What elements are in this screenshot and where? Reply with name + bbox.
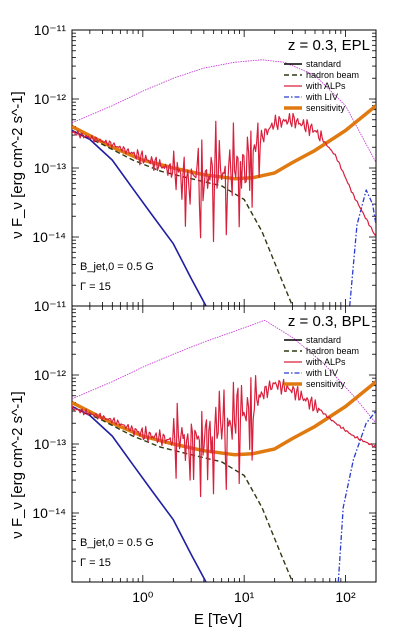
series-line-sensitivity bbox=[72, 380, 376, 457]
y-tick-label: 10⁻¹⁴ bbox=[32, 505, 66, 521]
legend-label: hadron beam bbox=[306, 70, 359, 80]
y-tick-label: 10⁻¹³ bbox=[34, 436, 67, 452]
series-line-with-liv bbox=[337, 410, 376, 582]
panel-label: z = 0.3, EPL bbox=[288, 37, 370, 54]
series-line-sensitivity bbox=[72, 104, 376, 181]
legend-label: hadron beam bbox=[306, 346, 359, 356]
series-line-intrinsic bbox=[72, 319, 376, 424]
series-line-hadron-beam bbox=[72, 405, 294, 582]
y-tick-label: 10⁻¹² bbox=[34, 91, 67, 107]
series-line-with-alps bbox=[72, 375, 376, 498]
panel-epl: 10⁻¹¹ 10⁻¹² 10⁻¹³ 10⁻¹⁴ z = 0.3, EPL standard… bbox=[32, 22, 377, 307]
y-tick-label: 10⁻¹³ bbox=[34, 160, 67, 176]
y-tick-label: 10⁻¹⁴ bbox=[32, 229, 66, 245]
param-annotation: B_jet,0 = 0.5 G bbox=[80, 537, 154, 549]
panel-label: z = 0.3, BPL bbox=[288, 313, 370, 330]
x-axis-label: E [TeV] bbox=[194, 611, 242, 628]
series-line-hadron-beam bbox=[72, 129, 294, 306]
series-line-with-liv bbox=[349, 189, 376, 306]
y-axis-label-top: ν F_ν [erg cm^-2 s^-1] bbox=[9, 91, 26, 238]
param-annotation: B_jet,0 = 0.5 G bbox=[80, 261, 154, 273]
legend-label: with ALPs bbox=[305, 81, 346, 91]
x-tick-label: 10⁰ bbox=[132, 589, 154, 605]
series-line-intrinsic bbox=[72, 59, 376, 163]
gamma-annotation: Γ = 15 bbox=[80, 281, 111, 293]
legend-label: standard bbox=[306, 59, 341, 69]
series-line-standard bbox=[72, 129, 207, 306]
series-line-standard bbox=[72, 405, 207, 582]
series-line-with-alps bbox=[72, 112, 376, 243]
y-tick-label: 10⁻¹² bbox=[34, 367, 67, 383]
panel-bpl: 10⁻¹¹ 10⁻¹² 10⁻¹³ 10⁻¹⁴ 10⁰ 10¹ 10² z = 0.3, BP… bbox=[32, 298, 377, 605]
legend-label: sensitivity bbox=[306, 103, 346, 113]
y-tick-label: 10⁻¹¹ bbox=[34, 22, 67, 38]
legend-label: sensitivity bbox=[306, 379, 346, 389]
y-axis-label-bottom: ν F_ν [erg cm^-2 s^-1] bbox=[9, 391, 26, 538]
legend-label: with LIV bbox=[305, 92, 338, 102]
x-tick-label: 10² bbox=[335, 589, 356, 605]
gamma-annotation: Γ = 15 bbox=[80, 557, 111, 569]
legend-label: standard bbox=[306, 335, 341, 345]
y-tick-label: 10⁻¹¹ bbox=[34, 298, 67, 314]
legend-label: with LIV bbox=[305, 368, 338, 378]
x-tick-label: 10¹ bbox=[234, 589, 255, 605]
legend-label: with ALPs bbox=[305, 357, 346, 367]
